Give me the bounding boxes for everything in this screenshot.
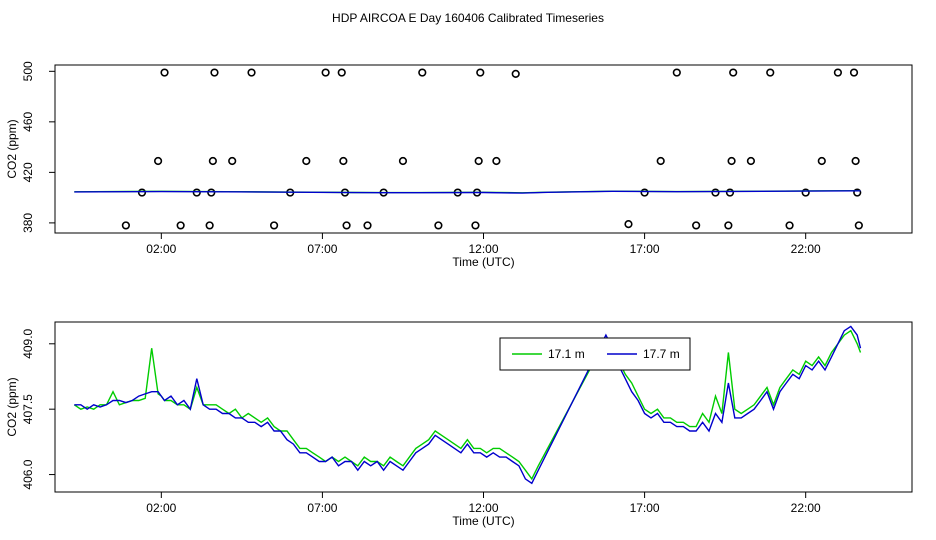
x-tick-label: 07:00 [307, 501, 337, 515]
y-tick-label: 460 [21, 112, 35, 132]
data-point [692, 221, 701, 230]
data-point [471, 221, 480, 230]
data-point [727, 156, 736, 166]
plot-frame [54, 64, 913, 234]
data-point [205, 221, 214, 230]
data-point [474, 156, 483, 166]
data-point [207, 188, 216, 197]
data-point [853, 188, 862, 197]
x-tick-label: 02:00 [146, 501, 176, 515]
y-tick-label: 380 [21, 213, 35, 233]
data-point [192, 188, 201, 197]
x-tick-label: 22:00 [791, 501, 821, 515]
data-point [153, 156, 163, 166]
data-point [785, 221, 794, 230]
x-axis-label: Time (UTC) [452, 255, 514, 269]
data-point [418, 68, 427, 77]
y-tick-label: 409.0 [21, 328, 35, 358]
data-point [176, 221, 185, 230]
data-point [121, 221, 130, 230]
figure-title: HDP AIRCOA E Day 160406 Calibrated Times… [332, 11, 604, 25]
data-point [337, 68, 346, 77]
x-tick-label: 12:00 [468, 501, 498, 515]
data-point [729, 68, 738, 77]
x-tick-label: 22:00 [791, 242, 821, 256]
data-point [363, 221, 372, 230]
x-tick-label: 02:00 [146, 242, 176, 256]
legend-label: 17.1 m [548, 347, 585, 361]
x-tick-label: 12:00 [468, 242, 498, 256]
data-point [711, 188, 720, 197]
data-point [269, 221, 279, 230]
data-point [434, 221, 443, 230]
series-line-2 [74, 190, 861, 194]
data-point [228, 156, 237, 166]
data-point [302, 156, 311, 166]
x-axis-label: Time (UTC) [452, 514, 514, 528]
data-point [511, 69, 520, 78]
data-point [339, 156, 348, 166]
data-point [766, 68, 775, 77]
data-point [398, 156, 408, 166]
data-point [247, 68, 256, 77]
y-tick-label: 406.0 [21, 459, 35, 489]
data-point [724, 221, 733, 230]
data-point [725, 188, 735, 197]
top-panel-scatter: 02:00 07:00 12:00 17:00 22:00 380 420 460 500 Tim… [5, 61, 913, 269]
series-line-0 [73, 329, 862, 481]
y-axis-label: CO2 (ppm) [5, 377, 19, 436]
data-point [210, 68, 219, 77]
bottom-panel-line: 02:00 07:00 12:00 17:00 22:00 406.0 407.5 409.0… [5, 321, 913, 528]
data-point [342, 221, 351, 230]
data-point [851, 156, 860, 166]
data-point [854, 221, 863, 230]
y-tick-label: 407.5 [21, 394, 35, 424]
data-point [492, 156, 501, 166]
data-point [672, 68, 681, 77]
y-tick-label: 500 [21, 61, 35, 81]
data-point [208, 156, 217, 166]
data-point [746, 156, 756, 166]
x-tick-label: 17:00 [630, 501, 660, 515]
data-point [817, 156, 826, 166]
plot-frame [54, 321, 913, 493]
x-tick-label: 07:00 [307, 242, 337, 256]
data-point [624, 220, 633, 229]
data-point [137, 188, 147, 197]
data-point [833, 68, 842, 77]
data-point [321, 68, 330, 77]
data-point [640, 188, 649, 197]
data-point [801, 188, 810, 197]
x-tick-label: 17:00 [630, 242, 660, 256]
data-point [849, 68, 859, 77]
data-point [160, 68, 169, 77]
series-line-1 [74, 325, 862, 485]
data-point [656, 156, 665, 166]
y-axis-label: CO2 (ppm) [5, 119, 19, 178]
y-tick-label: 420 [21, 162, 35, 182]
legend-label: 17.7 m [643, 347, 680, 361]
data-point [476, 68, 485, 77]
